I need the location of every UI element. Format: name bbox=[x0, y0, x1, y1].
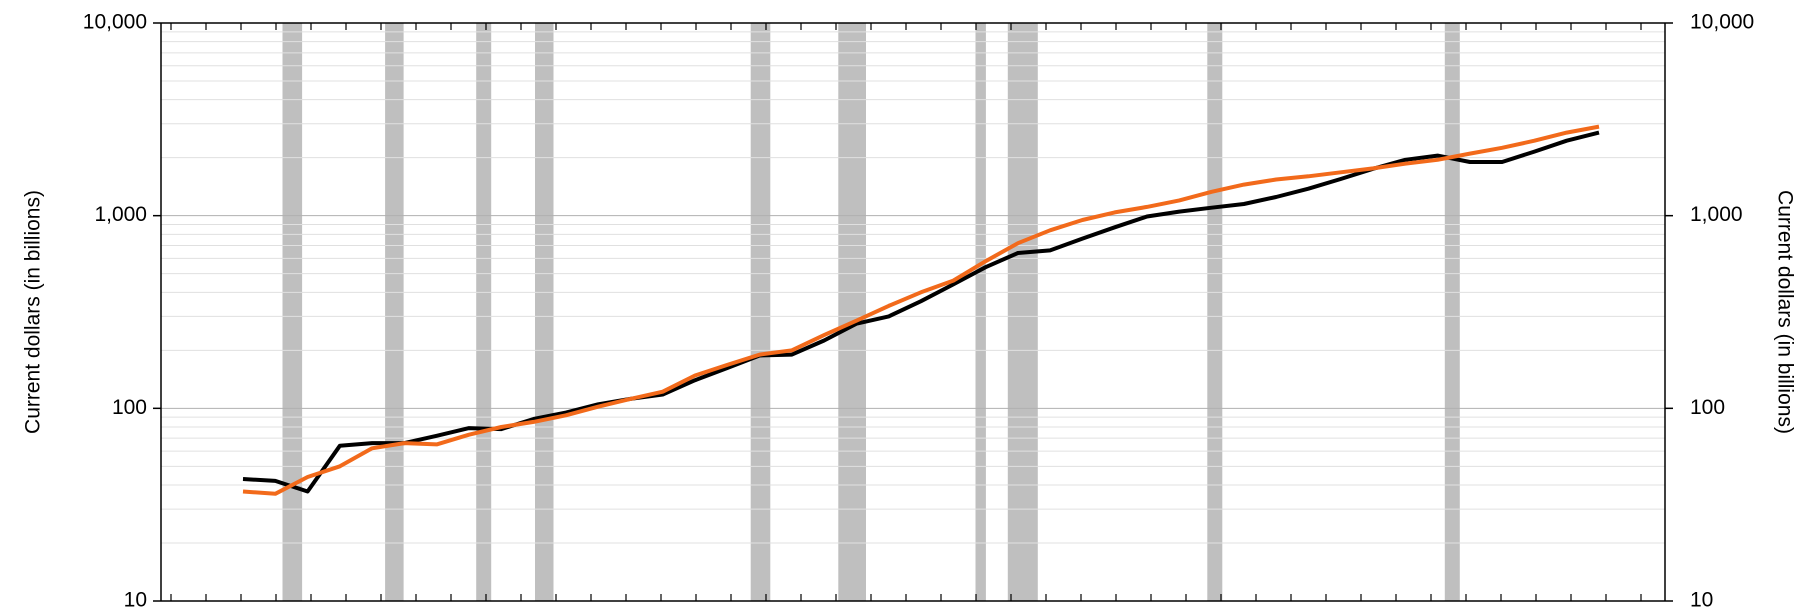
y2-tick-label: 1,000 bbox=[1690, 203, 1743, 226]
y2-tick-label: 100 bbox=[1690, 396, 1725, 419]
recession-band bbox=[975, 23, 986, 601]
y2-axis-label: Current dollars (in billions) bbox=[1773, 190, 1796, 434]
recession-band bbox=[750, 23, 771, 601]
y-tick-label: 1,000 bbox=[94, 203, 147, 226]
recession-band bbox=[535, 23, 554, 601]
recession-band bbox=[385, 23, 404, 601]
series-line bbox=[242, 130, 1600, 494]
y2-tick-label: 10 bbox=[1690, 589, 1713, 611]
y-axis-label: Current dollars (in billions) bbox=[22, 190, 45, 434]
recession-band bbox=[1007, 23, 1038, 601]
recession-band bbox=[282, 23, 303, 601]
y2-tick-label: 10,000 bbox=[1690, 11, 1754, 34]
grid bbox=[161, 22, 1665, 602]
recession-band bbox=[476, 23, 492, 601]
y-tick-label: 100 bbox=[112, 396, 147, 419]
recession-band bbox=[1207, 23, 1223, 601]
recession-band bbox=[838, 23, 866, 601]
series-line bbox=[242, 124, 1600, 496]
y-tick-label: 10 bbox=[124, 589, 147, 611]
recession-bands bbox=[282, 23, 1460, 601]
recession-band bbox=[1444, 23, 1460, 601]
y-tick-label: 10,000 bbox=[83, 11, 147, 34]
